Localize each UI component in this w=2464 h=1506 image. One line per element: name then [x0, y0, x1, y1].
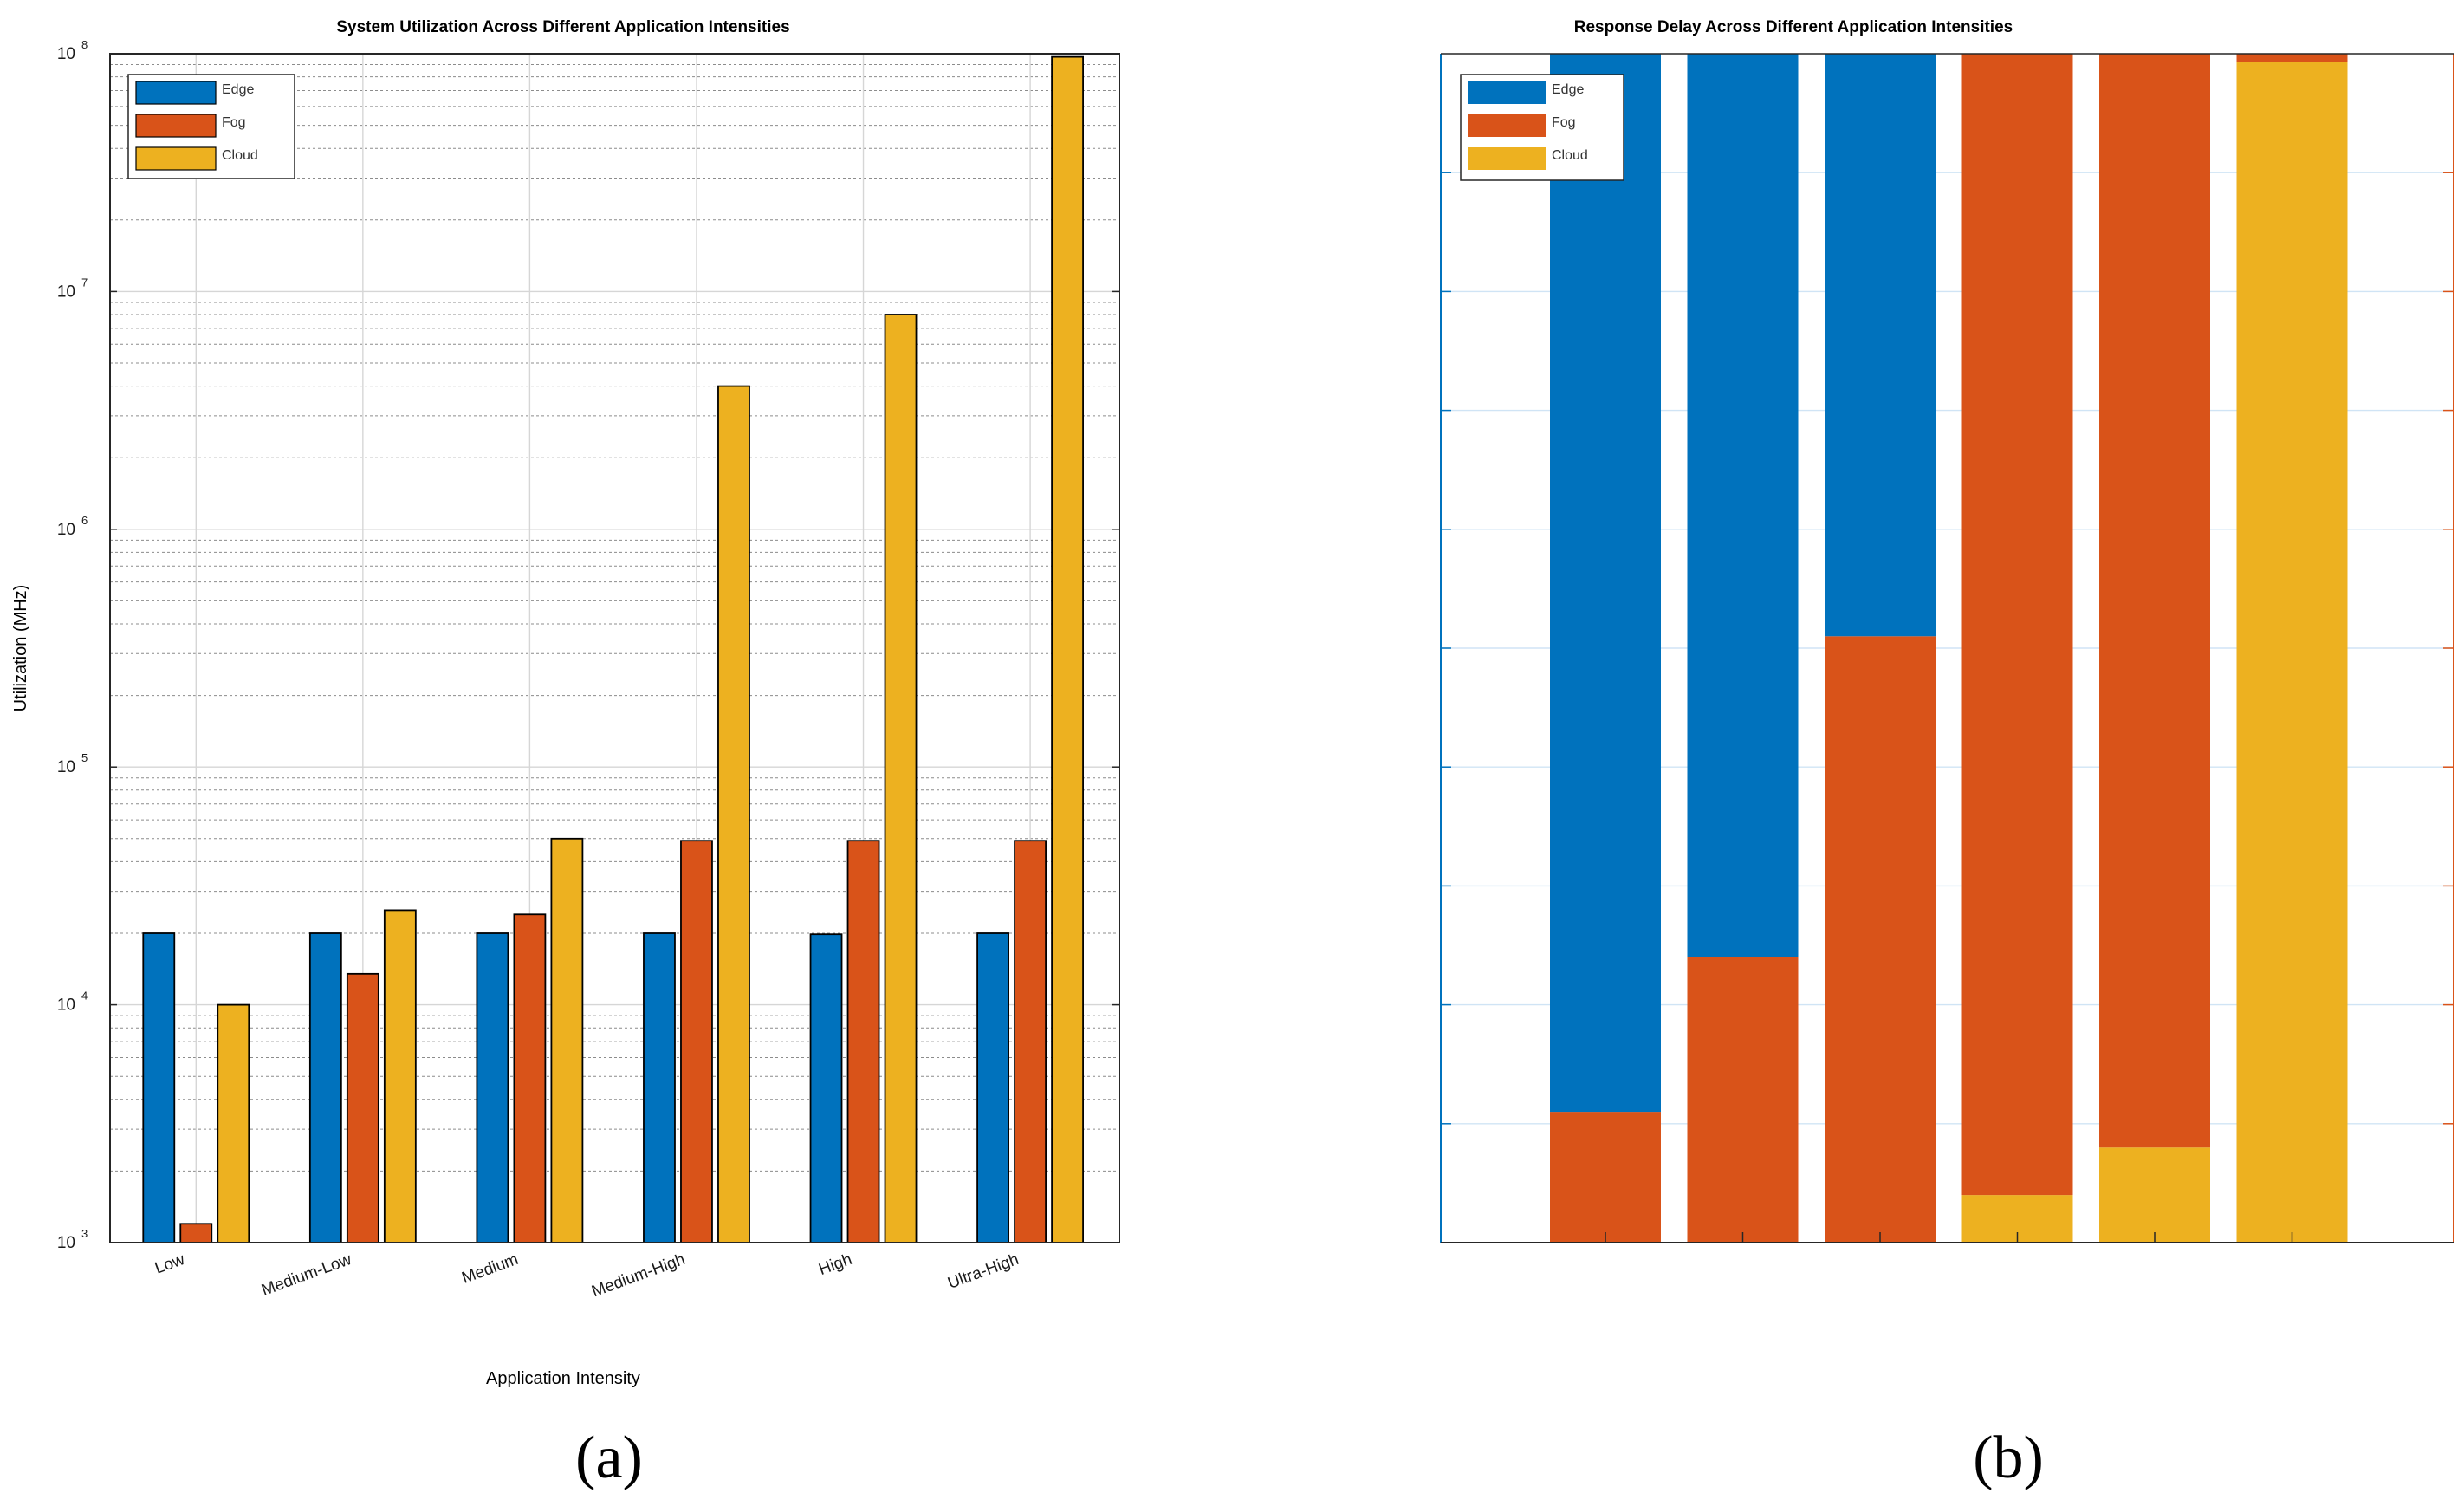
chart-a-axes-box — [109, 53, 1120, 1243]
y-tick-exponent: 4 — [81, 990, 88, 1003]
chart-a-title: System Utilization Across Different Appl… — [336, 18, 789, 36]
stacked-segment-cloud — [2099, 1147, 2210, 1243]
bar-edge — [142, 932, 176, 1243]
caption-b: (b) — [1973, 1425, 2044, 1491]
bar-cloud — [884, 314, 918, 1243]
y-tick-label: 10 — [57, 45, 75, 63]
y-tick-exponent: 6 — [81, 514, 88, 527]
chart-b-bars — [1550, 54, 2348, 1243]
x-tick-label: Medium-High — [589, 1250, 687, 1301]
legend-swatch-fog — [135, 114, 217, 138]
y-tick-label: 10 — [57, 1234, 75, 1252]
chart-a-bars — [142, 55, 1084, 1243]
bar-cloud — [217, 1003, 250, 1243]
bar-fog — [1014, 840, 1047, 1243]
bar-fog — [513, 913, 547, 1243]
chart-a-xlabel: Application Intensity — [486, 1369, 640, 1388]
y-tick-exponent: 7 — [81, 276, 88, 289]
chart-b-legend: Edge Fog Cloud — [1460, 74, 1624, 181]
chart-b: Response Delay Across Different Applicat… — [1440, 18, 2454, 1491]
y-tick-exponent: 5 — [81, 751, 88, 764]
bar-fog — [346, 972, 379, 1243]
x-tick-label: Low — [152, 1250, 187, 1278]
y-tick-label: 10 — [57, 758, 75, 776]
chart-a: System Utilization Across Different Appl… — [11, 18, 1120, 1491]
y-tick-exponent: 8 — [81, 38, 88, 51]
legend-label-cloud: Cloud — [222, 148, 258, 163]
bar-cloud — [1051, 55, 1084, 1243]
x-tick-label: Medium-Low — [259, 1250, 354, 1300]
stacked-segment-cloud — [2236, 62, 2348, 1243]
x-tick-label: High — [816, 1250, 854, 1279]
bar-fog — [179, 1223, 213, 1243]
x-tick-label: Medium — [459, 1250, 521, 1288]
chart-b-ticks — [1441, 172, 2454, 1243]
legend-label-edge: Edge — [1552, 82, 1584, 97]
y-tick-label: 10 — [57, 521, 75, 539]
stacked-segment-fog — [1825, 636, 1936, 1243]
bar-edge — [476, 932, 509, 1243]
legend-swatch-edge — [135, 81, 217, 105]
caption-a: (a) — [575, 1425, 643, 1491]
legend-swatch-cloud — [1468, 147, 1546, 170]
legend-label-fog: Fog — [222, 115, 246, 130]
stacked-segment-fog — [2236, 54, 2348, 62]
chart-a-grid — [110, 53, 1119, 1243]
bar-edge — [643, 932, 676, 1243]
stacked-segment-edge — [1825, 54, 1936, 637]
stacked-segment-edge — [1550, 54, 1661, 1113]
legend-swatch-fog — [1468, 114, 1546, 137]
chart-b-title: Response Delay Across Different Applicat… — [1574, 18, 2013, 36]
stacked-segment-edge — [1687, 54, 1799, 957]
bar-cloud — [550, 837, 584, 1243]
legend-label-edge: Edge — [222, 82, 254, 97]
y-tick-label: 10 — [57, 996, 75, 1015]
bar-edge — [308, 932, 342, 1243]
legend-swatch-edge — [1468, 81, 1546, 104]
legend-label-fog: Fog — [1552, 115, 1576, 130]
stacked-segment-fog — [2099, 54, 2210, 1148]
bar-edge — [809, 933, 843, 1243]
y-tick-exponent: 3 — [81, 1227, 88, 1240]
chart-a-ylabel: Utilization (MHz) — [11, 585, 30, 712]
legend-label-cloud: Cloud — [1552, 148, 1588, 163]
chart-a-x-ticks: Low Medium-Low Medium Medium-High High Ultra-… — [152, 1250, 1021, 1301]
legend-swatch-cloud — [135, 146, 217, 171]
bar-edge — [976, 932, 1009, 1243]
stacked-segment-fog — [1687, 957, 1799, 1243]
chart-a-legend: Edge Fog Cloud — [127, 74, 295, 179]
bar-cloud — [383, 909, 417, 1243]
bar-fog — [846, 840, 880, 1243]
chart-a-y-ticks: 10 3 10 4 10 5 10 6 10 7 10 8 — [57, 38, 1119, 1252]
stacked-segment-fog — [1961, 54, 2073, 1196]
bar-cloud — [717, 385, 750, 1243]
bar-fog — [680, 840, 713, 1243]
x-tick-label: Ultra-High — [945, 1250, 1021, 1293]
y-tick-label: 10 — [57, 282, 75, 301]
stacked-segment-fog — [1550, 1112, 1661, 1243]
